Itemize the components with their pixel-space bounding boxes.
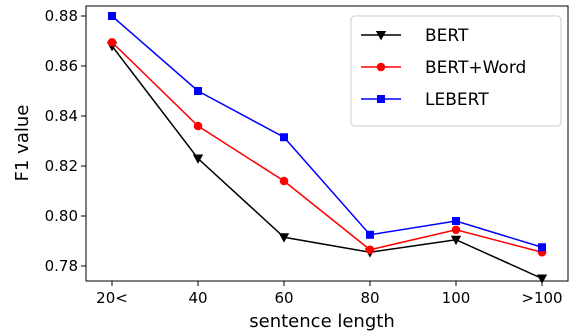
x-tick-label-1: 40	[188, 289, 207, 307]
y-axis-label: F1 value	[12, 105, 33, 182]
y-tick-label-2: 0.82	[45, 157, 78, 175]
series-line-0	[111, 45, 543, 280]
legend-label-1: BERT+Word	[425, 58, 526, 78]
series-line-1	[111, 41, 543, 253]
series-1-point-0	[107, 37, 117, 47]
x-tick-label-2: 60	[274, 289, 293, 307]
series-1	[107, 37, 547, 257]
x-tick-label-4: 100	[442, 289, 471, 307]
x-tick-label-3: 80	[360, 289, 379, 307]
legend-entry-1: BERT+Word	[361, 58, 526, 78]
y-tick-label-1: 0.80	[45, 207, 78, 225]
legend-entry-2: LEBERT	[361, 90, 489, 110]
y-tick-label-4: 0.86	[45, 57, 78, 75]
series-2	[108, 12, 546, 252]
series-1-point-4	[451, 225, 461, 235]
series-0-point-2	[278, 233, 290, 243]
series-2-point-1	[194, 87, 202, 95]
series-2-point-0	[108, 12, 116, 20]
x-axis-label: sentence length	[249, 311, 394, 332]
x-tick-label-5: >100	[521, 289, 562, 307]
y-tick-label-5: 0.88	[45, 7, 78, 25]
series-2-point-2	[280, 133, 288, 142]
series-0-point-5	[536, 274, 548, 284]
plot-frame	[85, 5, 569, 282]
series-2-point-3	[366, 230, 374, 239]
series-1-point-2	[279, 176, 289, 186]
series-0-point-1	[192, 154, 204, 164]
legend: BERT BERT+Word LEBERT	[350, 15, 562, 127]
legend-marker-2	[377, 95, 385, 103]
legend-marker-1	[376, 62, 386, 72]
series-0-point-4	[450, 235, 462, 246]
x-tick-label-0: 20<	[96, 289, 128, 307]
series-1-point-3	[365, 245, 375, 255]
y-tick-label-3: 0.84	[45, 107, 78, 125]
series-line-2	[111, 15, 543, 248]
series-2-point-4	[452, 217, 460, 225]
legend-marker-0	[375, 31, 387, 41]
series-1-point-1	[193, 121, 203, 131]
legend-entry-0: BERT	[361, 26, 469, 46]
legend-box	[350, 15, 562, 127]
legend-label-2: LEBERT	[425, 90, 489, 110]
y-tick-label-0: 0.78	[45, 257, 78, 275]
series-2-point-5	[538, 243, 546, 252]
plot-area: 20< 40 60 80 100 >100 0.78 0.80 0.82 0.84 0.86 0.88	[45, 5, 569, 307]
legend-label-0: BERT	[425, 26, 469, 46]
